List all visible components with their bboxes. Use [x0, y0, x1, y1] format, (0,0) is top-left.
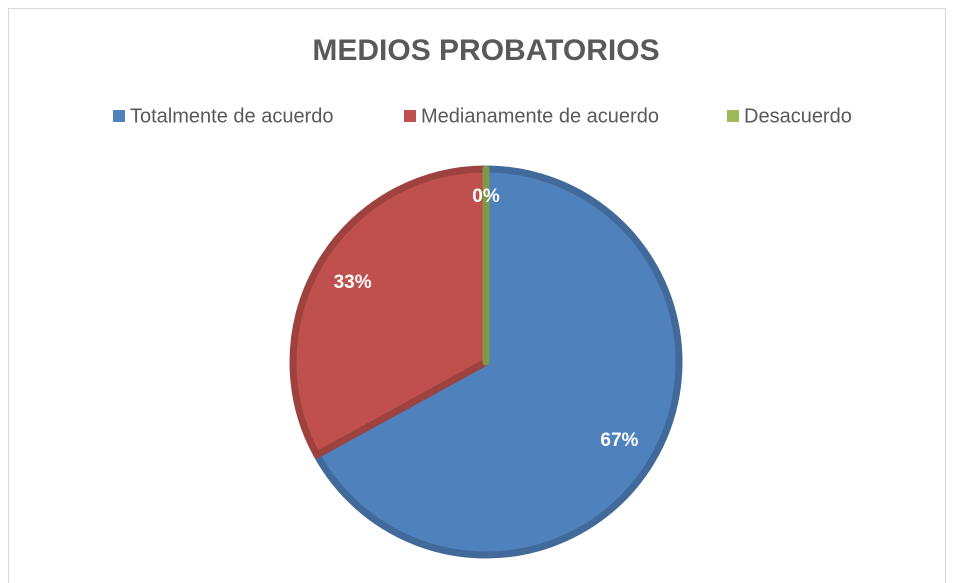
chart-title: MEDIOS PROBATORIOS [312, 34, 659, 67]
legend-label: Desacuerdo [744, 105, 852, 127]
legend-label: Totalmente de acuerdo [130, 105, 333, 127]
legend-swatch [404, 110, 416, 122]
legend-swatch [727, 110, 739, 122]
data-label: 0% [472, 186, 500, 207]
data-label: 33% [334, 272, 372, 293]
pie-slice [313, 165, 683, 559]
legend-label: Medianamente de acuerdo [421, 105, 659, 127]
pie-slice [289, 165, 490, 459]
legend-swatch [113, 110, 125, 122]
data-label: 67% [600, 430, 638, 451]
